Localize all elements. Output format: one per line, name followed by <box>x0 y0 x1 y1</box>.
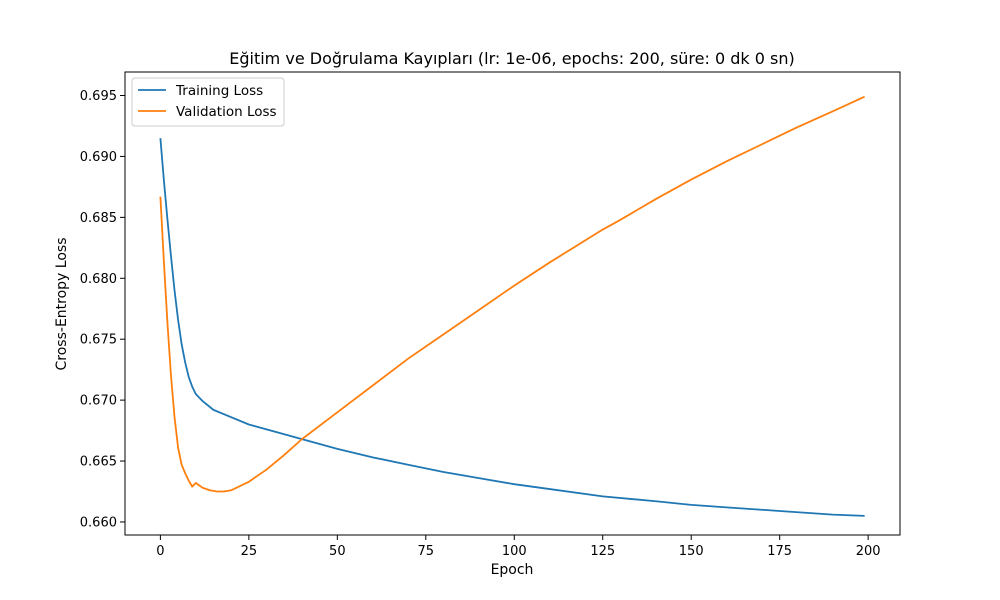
y-axis-label: Cross-Entropy Loss <box>54 238 70 371</box>
legend-box <box>131 77 285 127</box>
series-line-validation-loss <box>159 95 865 493</box>
x-axis-label: Epoch <box>491 562 534 578</box>
x-tick-label: 150 <box>679 544 704 559</box>
y-tick-label: 0.675 <box>80 333 117 348</box>
y-tick-label: 0.665 <box>80 455 117 470</box>
series-line-training-loss <box>159 138 865 517</box>
x-tick-label: 175 <box>767 544 792 559</box>
y-tick-label: 0.660 <box>80 515 117 530</box>
x-tick-label: 75 <box>418 544 435 559</box>
y-axis: 0.660 0.665 0.670 0.675 0.680 0.685 0.690 0.695 <box>80 89 125 530</box>
y-tick-label: 0.680 <box>80 272 117 287</box>
x-tick-label: 125 <box>590 544 615 559</box>
chart-title: Eğitim ve Doğrulama Kayıpları (lr: 1e-06… <box>229 49 794 68</box>
x-tick-label: 25 <box>241 544 258 559</box>
y-tick-label: 0.670 <box>80 394 117 409</box>
plot-frame <box>124 71 901 536</box>
series-layer <box>159 95 865 517</box>
x-axis: 0 25 50 75 100 125 150 175 200 <box>156 535 881 559</box>
y-tick-label: 0.690 <box>80 150 117 165</box>
x-tick-label: 200 <box>856 544 881 559</box>
x-tick-label: 100 <box>502 544 527 559</box>
y-tick-label: 0.685 <box>80 211 117 226</box>
x-tick-label: 0 <box>156 544 164 559</box>
legend-entry: Validation Loss <box>176 104 277 120</box>
y-tick-label: 0.695 <box>80 89 117 104</box>
x-tick-label: 50 <box>329 544 346 559</box>
legend-entry: Training Loss <box>175 83 263 99</box>
legend: Training Loss Validation Loss <box>131 77 285 127</box>
